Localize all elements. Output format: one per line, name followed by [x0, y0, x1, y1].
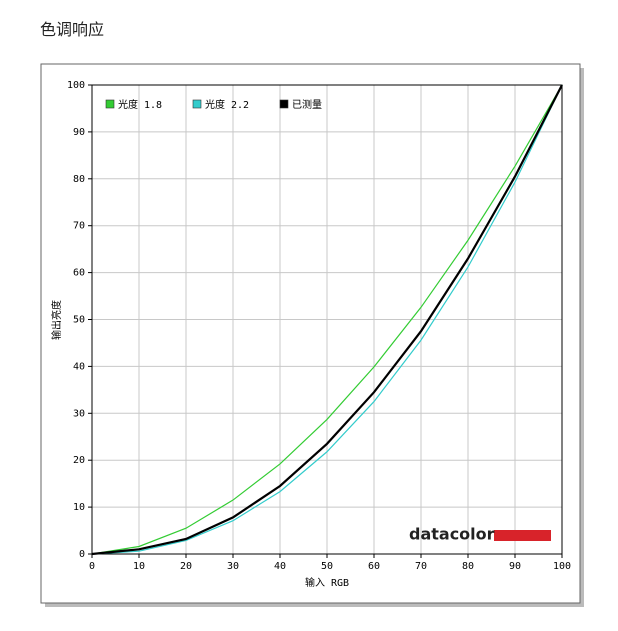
series-line — [91, 84, 563, 555]
y-tick-label: 30 — [73, 408, 85, 419]
series-line — [91, 84, 563, 556]
x-tick-label: 80 — [462, 561, 474, 572]
y-tick-label: 50 — [73, 315, 85, 326]
y-tick-label: 40 — [73, 361, 85, 372]
logo-bar — [494, 530, 551, 541]
x-tick-label: 90 — [509, 561, 521, 572]
x-tick-label: 30 — [227, 561, 239, 572]
y-tick-label: 80 — [73, 174, 85, 185]
x-axis-label: 输入 RGB — [305, 576, 349, 589]
y-tick-label: 0 — [79, 549, 85, 560]
x-tick-label: 0 — [89, 561, 95, 572]
legend-label: 光度 2.2 — [205, 98, 249, 111]
legend-swatch — [105, 99, 115, 109]
logo: datacolor — [409, 525, 495, 544]
page-title: 色调响应 — [40, 20, 105, 39]
y-tick-label: 10 — [73, 502, 85, 513]
x-tick-label: 10 — [133, 561, 145, 572]
x-tick-label: 40 — [274, 561, 286, 572]
x-tick-label: 100 — [553, 561, 571, 572]
y-axis-label: 输出亮度 — [50, 300, 63, 340]
y-tick-label: 90 — [73, 127, 85, 138]
x-tick-label: 20 — [180, 561, 192, 572]
series-line — [91, 84, 563, 555]
y-tick-label: 70 — [73, 221, 85, 232]
y-tick-label: 20 — [73, 455, 85, 466]
x-tick-label: 50 — [321, 561, 333, 572]
x-tick-label: 70 — [415, 561, 427, 572]
legend-swatch — [279, 99, 289, 109]
y-tick-label: 60 — [73, 268, 85, 279]
y-tick-label: 100 — [67, 80, 85, 91]
x-tick-label: 60 — [368, 561, 380, 572]
legend-label: 已测量 — [292, 98, 322, 111]
plot-border — [91, 84, 563, 555]
legend-label: 光度 1.8 — [118, 98, 162, 111]
legend-swatch — [192, 99, 202, 109]
